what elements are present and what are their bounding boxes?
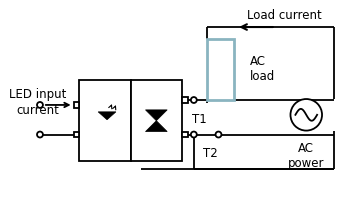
- Bar: [207, 39, 234, 100]
- Text: AC
power: AC power: [288, 142, 325, 170]
- Bar: [182, 132, 188, 138]
- Circle shape: [216, 132, 221, 138]
- Circle shape: [191, 132, 197, 138]
- Circle shape: [291, 99, 322, 130]
- Bar: [74, 132, 79, 138]
- Polygon shape: [146, 110, 167, 121]
- Bar: [79, 80, 131, 161]
- Text: AC
load: AC load: [250, 55, 275, 83]
- Bar: [74, 102, 79, 108]
- Bar: [182, 97, 188, 103]
- Text: T1: T1: [192, 113, 207, 126]
- Text: Load current: Load current: [247, 9, 321, 22]
- Polygon shape: [146, 121, 167, 132]
- Text: T2: T2: [203, 147, 218, 160]
- Text: LED input
current: LED input current: [9, 88, 67, 117]
- Circle shape: [37, 102, 43, 108]
- Circle shape: [37, 132, 43, 138]
- Bar: [131, 80, 182, 161]
- Circle shape: [191, 97, 197, 103]
- Polygon shape: [98, 112, 116, 120]
